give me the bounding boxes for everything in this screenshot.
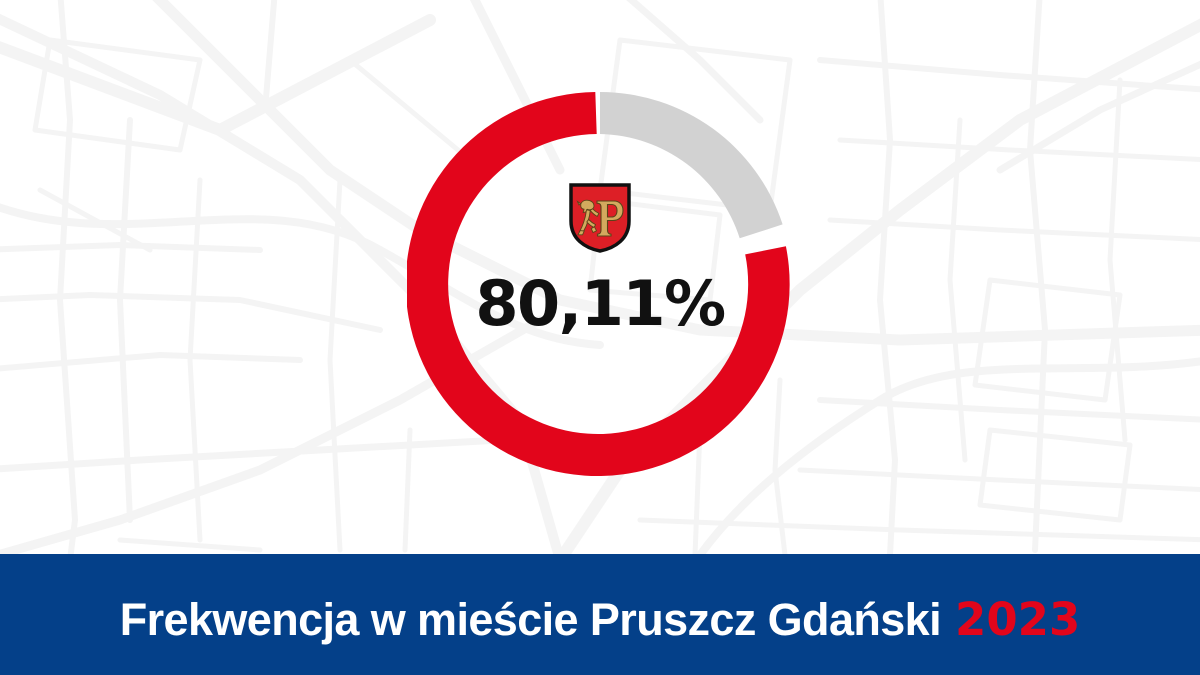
donut-chart[interactable] — [407, 91, 793, 477]
percentage-value: 80,11% — [475, 267, 726, 340]
bottom-banner: Frekwencja w mieście Pruszcz Gdański 202… — [0, 554, 1200, 675]
banner-year: 2023 — [955, 593, 1081, 646]
lion-charge — [576, 199, 600, 236]
donut-track-segment — [600, 91, 783, 239]
banner-text-group: Frekwencja w mieście Pruszcz Gdański 202… — [120, 593, 1081, 646]
banner-title: Frekwencja w mieście Pruszcz Gdański — [119, 594, 942, 645]
chart-area: 80,11% — [407, 91, 793, 477]
letter-p-charge — [596, 200, 624, 237]
coat-of-arms-icon — [569, 183, 631, 253]
